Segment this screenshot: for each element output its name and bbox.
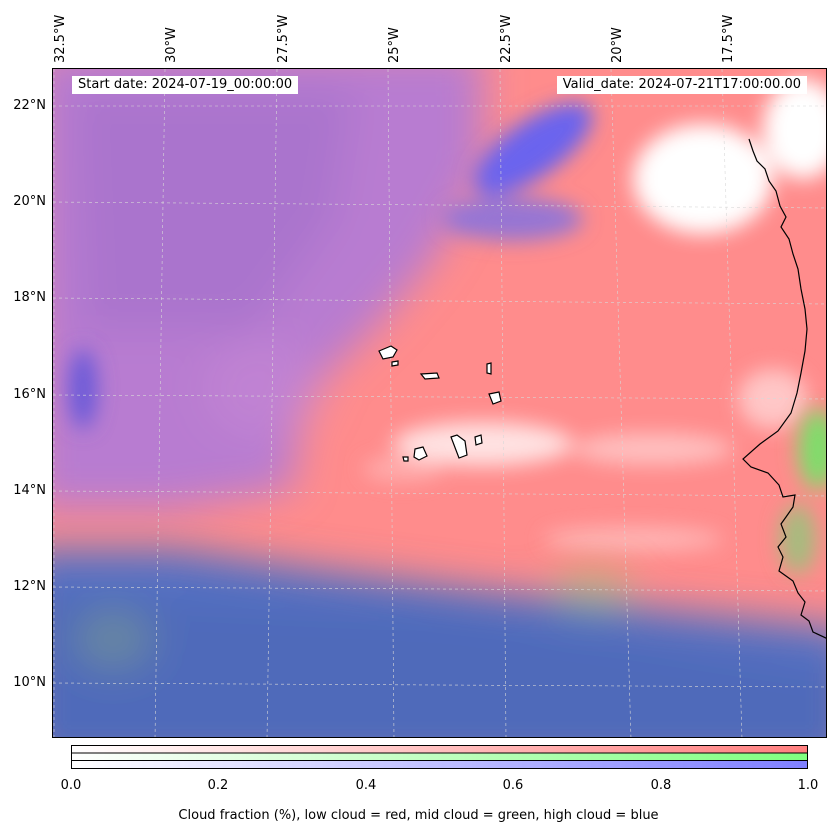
colorbar-tick-1-0: 1.0 bbox=[797, 778, 819, 793]
colorbar-tick-0: 0.0 bbox=[60, 778, 82, 793]
cape-verde-islands bbox=[378, 345, 502, 462]
southern-cloud-band bbox=[53, 549, 826, 737]
lon-label-20w: 20°W bbox=[610, 27, 625, 63]
cloud-fraction-map bbox=[52, 68, 827, 738]
mid-cloud-patches bbox=[780, 409, 826, 574]
lon-label-25w: 25°W bbox=[387, 27, 402, 63]
lon-label-32-5w: 32.5°W bbox=[53, 14, 68, 63]
west-africa-coastline bbox=[742, 138, 826, 639]
lat-label-20n: 20°N bbox=[13, 194, 46, 209]
colorbar-mid-cloud bbox=[71, 752, 808, 761]
colorbar-tick-0-2: 0.2 bbox=[207, 778, 229, 793]
lat-label-22n: 22°N bbox=[13, 98, 46, 113]
lat-label-16n: 16°N bbox=[13, 387, 46, 402]
start-date-label: Start date: 2024-07-19_00:00:00 bbox=[72, 76, 299, 94]
colorbar-tick-0-8: 0.8 bbox=[650, 778, 672, 793]
lat-label-18n: 18°N bbox=[13, 290, 46, 305]
lat-label-10n: 10°N bbox=[13, 675, 46, 690]
high-cloud-patches bbox=[69, 102, 593, 429]
graticule bbox=[53, 69, 826, 737]
colorbar-caption: Cloud fraction (%), low cloud = red, mid… bbox=[178, 808, 659, 823]
lon-label-30w: 30°W bbox=[164, 27, 179, 63]
map-canvas bbox=[53, 69, 826, 737]
mixed-cloud-layer bbox=[53, 69, 483, 509]
lat-label-12n: 12°N bbox=[13, 579, 46, 594]
colorbar bbox=[71, 745, 808, 769]
valid-date-label: Valid_date: 2024-07-21T17:00:00.00 bbox=[556, 76, 807, 94]
lon-label-17-5w: 17.5°W bbox=[721, 14, 736, 63]
lat-label-14n: 14°N bbox=[13, 483, 46, 498]
lon-label-22-5w: 22.5°W bbox=[499, 14, 514, 63]
colorbar-tick-0-6: 0.6 bbox=[502, 778, 524, 793]
colorbar-tick-0-4: 0.4 bbox=[355, 778, 377, 793]
lon-label-27-5w: 27.5°W bbox=[276, 14, 291, 63]
colorbar-high-cloud bbox=[71, 760, 808, 769]
clear-sky-patches bbox=[363, 79, 826, 551]
colorbar-low-cloud bbox=[71, 745, 808, 754]
